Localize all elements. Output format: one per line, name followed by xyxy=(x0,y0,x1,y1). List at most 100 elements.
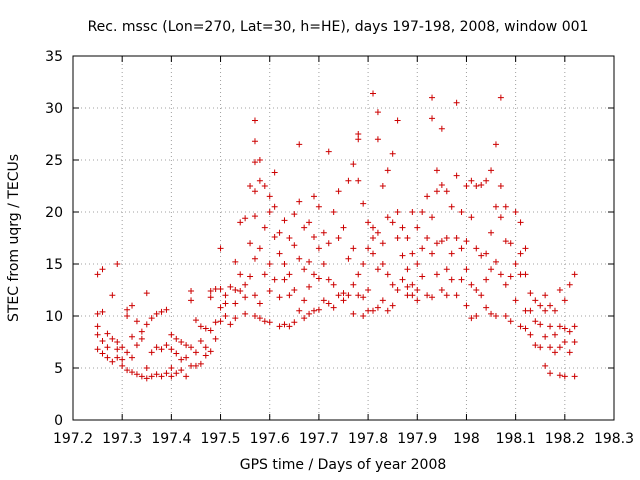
data-point xyxy=(492,203,499,210)
data-point xyxy=(429,115,436,122)
x-tick-label: 198 xyxy=(453,431,480,447)
data-point xyxy=(178,356,185,363)
data-point xyxy=(370,90,377,97)
data-point xyxy=(561,373,568,380)
data-point xyxy=(537,302,544,309)
data-point xyxy=(114,354,121,361)
data-point xyxy=(345,292,352,299)
data-point xyxy=(399,224,406,231)
plot-frame xyxy=(72,55,615,421)
data-point xyxy=(124,349,131,356)
data-point xyxy=(374,304,381,311)
data-point xyxy=(129,302,136,309)
data-point xyxy=(556,287,563,293)
data-point xyxy=(207,294,214,301)
x-tick-label: 197.2 xyxy=(53,431,93,447)
data-point xyxy=(507,240,514,247)
data-point xyxy=(129,369,136,376)
grid-lines xyxy=(73,56,614,420)
data-point xyxy=(463,183,470,189)
data-point xyxy=(271,233,278,240)
data-point xyxy=(389,219,396,226)
data-point xyxy=(463,302,470,309)
data-point xyxy=(478,181,485,188)
data-point xyxy=(291,287,298,293)
data-point xyxy=(188,288,195,295)
data-point xyxy=(438,287,445,293)
data-point xyxy=(379,240,386,247)
data-point xyxy=(158,308,165,315)
data-point xyxy=(468,214,475,221)
data-point xyxy=(409,209,416,215)
data-point xyxy=(542,362,549,369)
data-point xyxy=(512,297,519,304)
data-point xyxy=(389,150,396,157)
data-point xyxy=(527,307,534,314)
data-point xyxy=(443,235,450,241)
x-tick-label: 198.1 xyxy=(496,431,536,447)
data-point xyxy=(522,245,529,252)
data-point xyxy=(547,302,554,309)
data-point xyxy=(296,141,303,148)
x-tick-labels: 197.2 197.3 197.4 197.5 197.6 197.7 197.8 197.9… xyxy=(53,431,634,447)
data-point xyxy=(266,193,273,200)
data-point xyxy=(463,266,470,273)
data-point xyxy=(340,297,347,304)
data-point xyxy=(571,339,578,345)
data-point xyxy=(424,235,431,241)
data-point xyxy=(232,300,239,307)
data-point xyxy=(414,297,421,304)
data-point xyxy=(379,183,386,189)
data-point xyxy=(247,273,254,280)
y-tick-label: 20 xyxy=(45,205,63,221)
data-point xyxy=(212,335,219,342)
data-point xyxy=(399,276,406,283)
data-point xyxy=(153,371,160,378)
data-point xyxy=(409,292,416,299)
data-point xyxy=(163,306,170,313)
data-point xyxy=(207,327,214,334)
data-point xyxy=(99,337,106,344)
data-point xyxy=(507,273,514,280)
data-point xyxy=(517,219,524,226)
data-point xyxy=(429,94,436,101)
data-point xyxy=(94,323,101,330)
data-point xyxy=(296,307,303,314)
data-point xyxy=(266,319,273,326)
data-point xyxy=(207,348,214,355)
data-point xyxy=(301,315,308,322)
data-point xyxy=(414,261,421,267)
data-point xyxy=(237,219,244,226)
data-point xyxy=(173,350,180,357)
data-point xyxy=(340,224,347,231)
data-point xyxy=(414,287,421,293)
data-point xyxy=(237,288,244,295)
data-point xyxy=(217,318,224,325)
data-point xyxy=(247,183,254,189)
data-point xyxy=(242,215,249,222)
data-point xyxy=(345,177,352,184)
data-point xyxy=(124,313,131,319)
data-point xyxy=(232,258,239,265)
data-point xyxy=(192,349,199,356)
data-point xyxy=(301,266,308,273)
data-point xyxy=(483,276,490,283)
data-point xyxy=(168,373,175,380)
data-point xyxy=(306,310,313,317)
data-point xyxy=(227,321,234,328)
data-point xyxy=(561,339,568,345)
data-point xyxy=(458,276,465,283)
data-point xyxy=(360,261,367,267)
data-point xyxy=(532,318,539,325)
data-point xyxy=(468,315,475,322)
data-point xyxy=(556,323,563,330)
data-point xyxy=(222,300,229,307)
data-point xyxy=(301,297,308,304)
data-point xyxy=(335,188,342,195)
data-point xyxy=(296,255,303,262)
x-tick-label: 197.3 xyxy=(102,431,142,447)
data-point xyxy=(168,331,175,338)
data-point xyxy=(532,342,539,349)
data-point xyxy=(497,94,504,101)
data-point xyxy=(310,193,317,200)
